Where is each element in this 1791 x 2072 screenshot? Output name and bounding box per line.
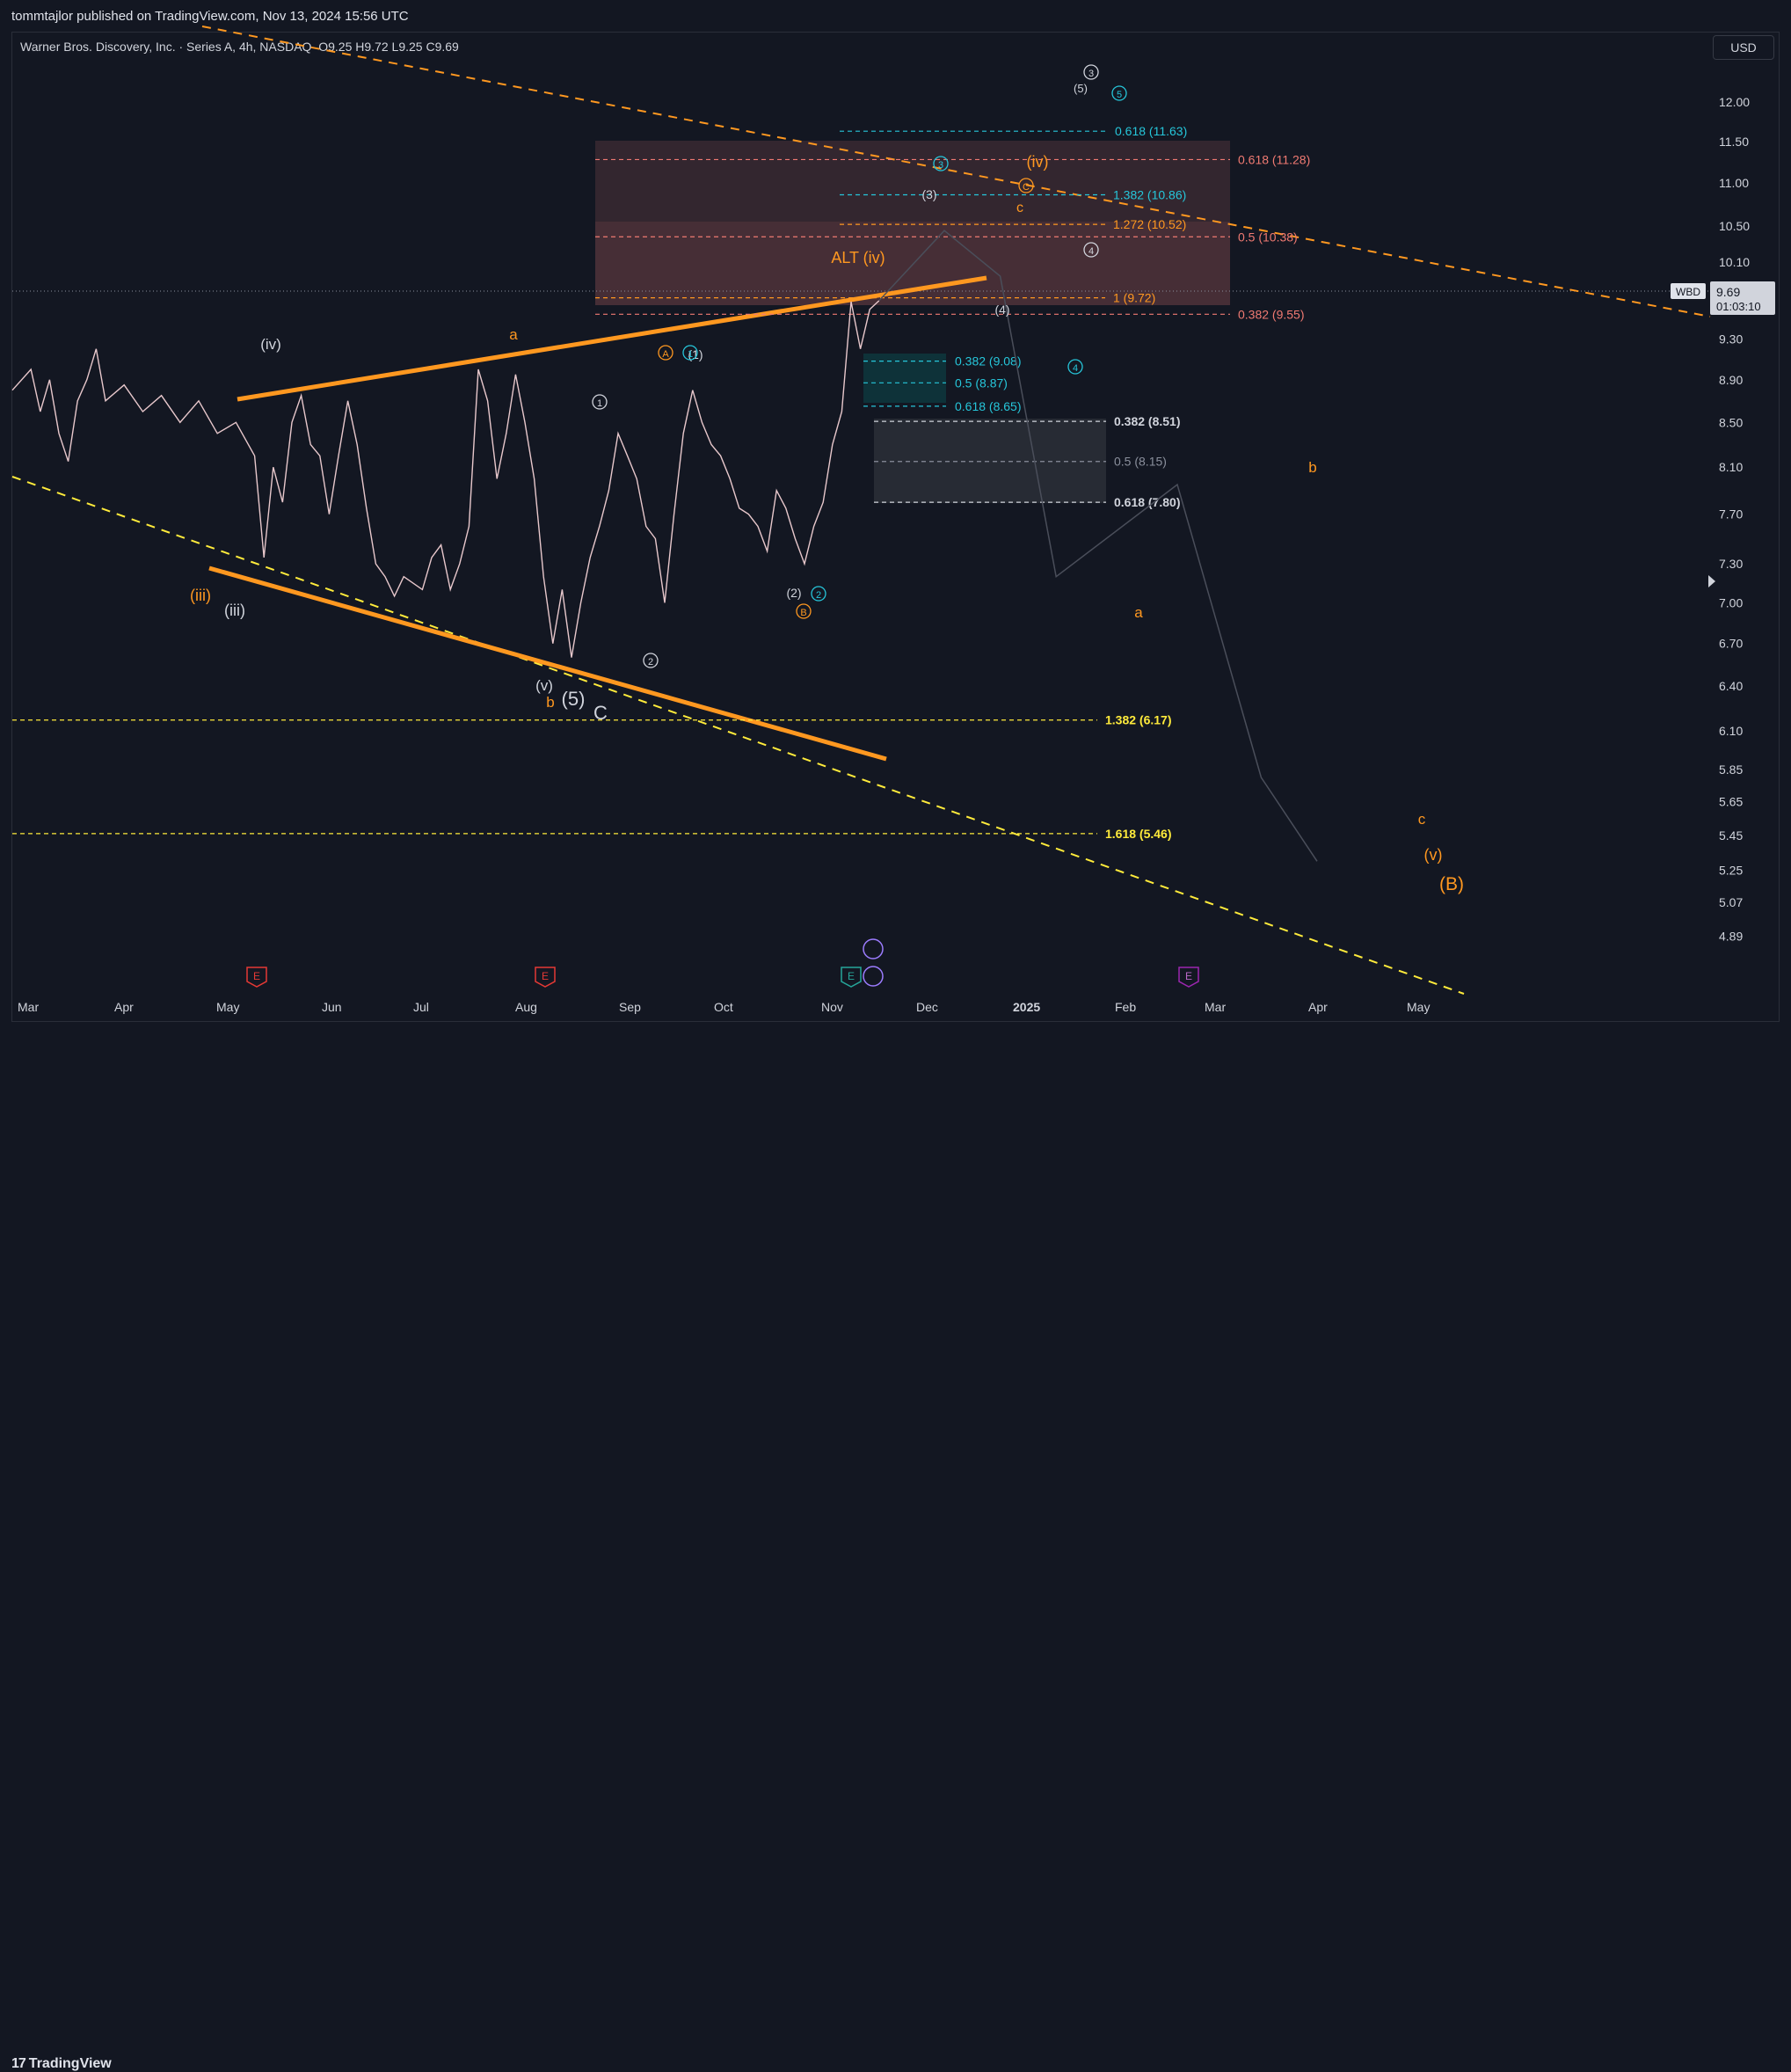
footer: 17 TradingView — [0, 1022, 1791, 2071]
close-value: 9.69 — [434, 40, 459, 54]
currency-button[interactable]: USD — [1713, 35, 1774, 60]
publish-info: tommtajlor published on TradingView.com,… — [11, 9, 409, 24]
open-label: O — [318, 40, 329, 54]
open-value: 9.25 — [328, 40, 353, 54]
header: tommtajlor published on TradingView.com,… — [0, 0, 1791, 32]
symbol-legend[interactable]: Warner Bros. Discovery, Inc. · Series A,… — [20, 40, 459, 54]
tv-brand-label: TradingView — [28, 2056, 112, 2071]
high-value: 9.72 — [364, 40, 389, 54]
chart-pane[interactable] — [11, 32, 1780, 1022]
tradingview-logo[interactable]: 17 TradingView — [11, 2056, 112, 2072]
high-label: H — [355, 40, 365, 54]
symbol-name: Warner Bros. Discovery, Inc. · Series A,… — [20, 40, 312, 54]
tv-logo-icon: 17 — [11, 2056, 26, 2071]
close-label: C — [426, 40, 435, 54]
low-value: 9.25 — [398, 40, 423, 54]
